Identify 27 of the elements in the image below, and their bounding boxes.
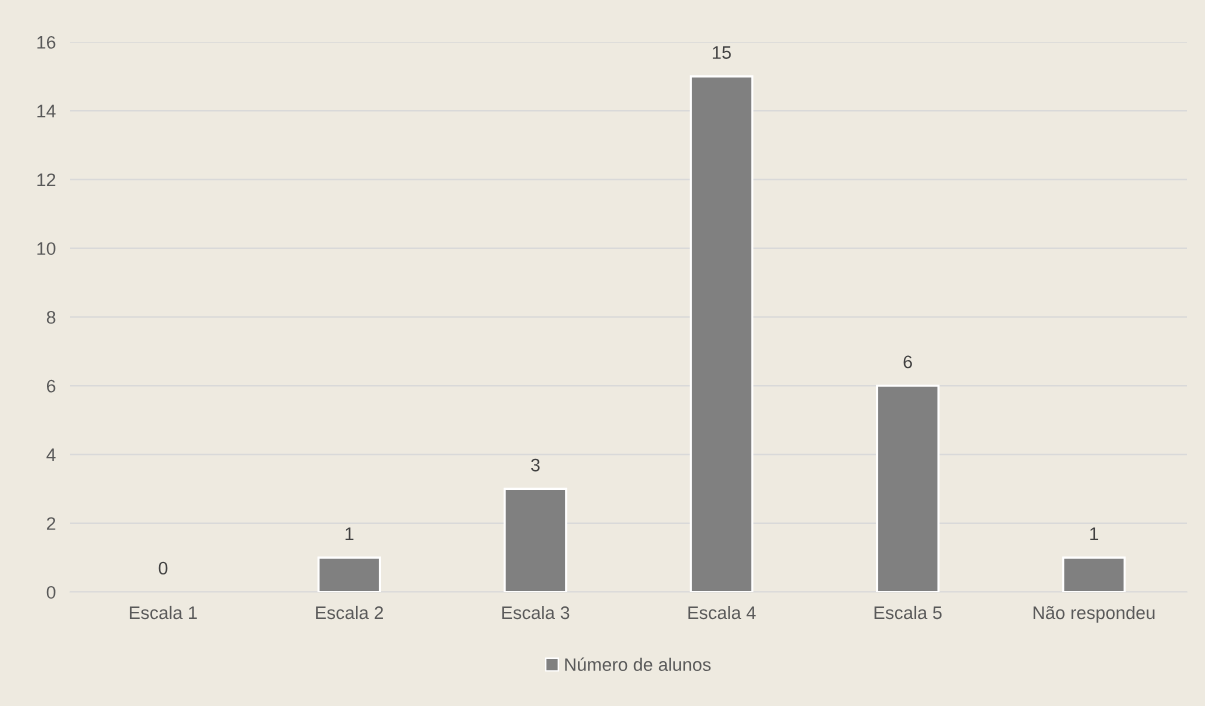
y-tick-label: 16 [37,35,56,49]
data-label: 15 [712,46,731,59]
data-label: 3 [531,458,540,472]
data-label: 1 [345,527,354,540]
y-tick-label: 4 [46,448,56,462]
bar [689,75,754,592]
y-tick-label: 2 [46,517,56,530]
x-tick-label: Escala 4 [688,605,756,620]
y-tick-label: 6 [46,379,56,393]
bar [875,384,940,592]
x-tick-label: Escala 5 [874,605,942,620]
bar [1062,556,1126,592]
bar [317,556,382,592]
x-tick-label: Não respondeu [1033,605,1155,623]
data-label: 6 [903,355,912,369]
y-tick-label: 8 [46,310,56,324]
bar [503,487,568,592]
x-tick-label: Escala 1 [129,605,197,620]
data-label: 1 [1090,527,1099,540]
data-label: 0 [158,561,168,575]
y-tick-label: 10 [37,242,56,255]
y-tick-label: 12 [37,173,56,187]
y-tick-label: 0 [46,585,56,599]
x-tick-label: Escala 2 [316,605,383,620]
y-tick-label: 14 [37,104,56,118]
legend-label: Número de alunos [565,657,711,672]
x-tick-label: Escala 3 [502,605,570,620]
